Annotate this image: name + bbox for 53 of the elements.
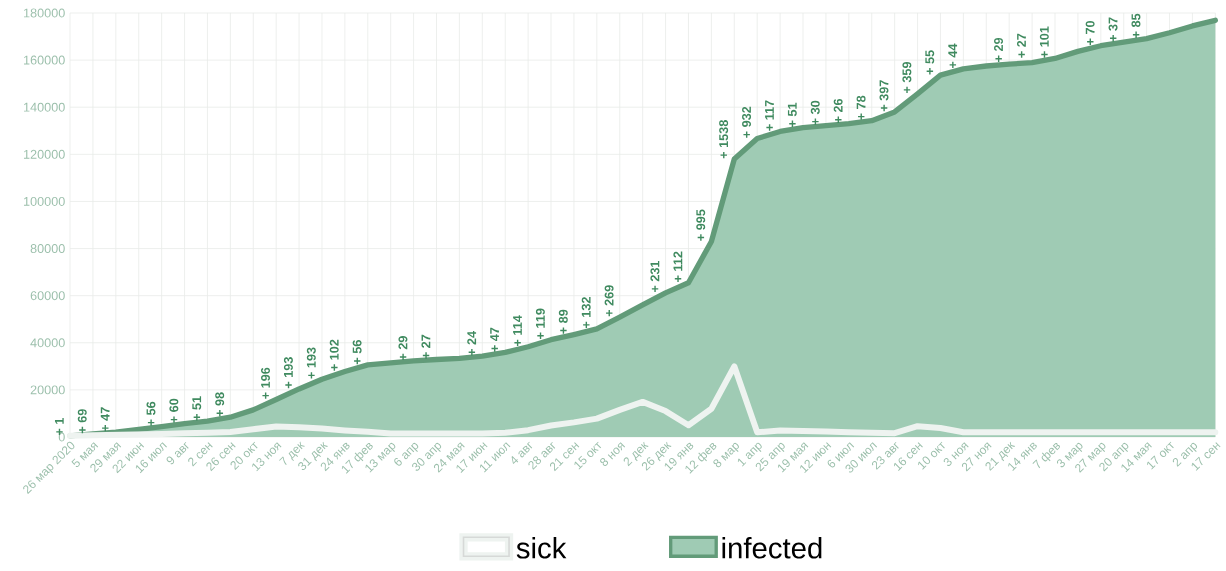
annotation: + 231 (650, 260, 660, 293)
annotation: + 44 (948, 43, 958, 69)
y-tick-label: 120000 (23, 149, 65, 159)
annotation: + 26 (833, 98, 843, 123)
annotation: + 37 (1108, 17, 1118, 42)
annotation: + 60 (169, 398, 179, 423)
y-tick-label: 20000 (30, 385, 65, 395)
annotation: + 78 (856, 95, 866, 120)
x-tick-label: 9 авг (166, 441, 189, 465)
legend-label: infected (722, 537, 822, 559)
annotation: + 359 (902, 61, 912, 93)
annotation: + 51 (787, 102, 797, 127)
annotation: + 85 (1131, 13, 1141, 38)
annotation: + 101 (1039, 26, 1049, 58)
annotation: + 69 (77, 409, 87, 434)
annotation: + 102 (329, 339, 339, 371)
annotation: + 51 (192, 396, 202, 421)
annotation: + 29 (398, 336, 408, 361)
y-tick-label: 160000 (23, 55, 65, 65)
legend-label: sick (516, 537, 567, 559)
y-tick-label: 100000 (23, 196, 65, 206)
y-tick-label: 60000 (30, 291, 65, 301)
annotation: + 397 (879, 80, 889, 112)
annotation: + 117 (765, 100, 774, 131)
annotation: + 269 (604, 285, 614, 317)
annotation: + 24 (467, 331, 477, 356)
x-tick-label: 8 ноя (600, 442, 626, 466)
annotation: + 932 (742, 106, 752, 138)
annotation: + 70 (1085, 21, 1095, 45)
annotation: + 112 (673, 251, 683, 282)
annotation: + 98 (215, 392, 225, 417)
annotation: + 56 (146, 401, 156, 426)
annotation: + 132 (581, 297, 591, 329)
y-tick-label: 40000 (30, 338, 65, 348)
annotation: + 30 (810, 100, 820, 125)
y-tick-label: 80000 (30, 244, 65, 254)
annotation: + 27 (421, 334, 431, 359)
annotation: + 89 (558, 309, 568, 334)
annotation: + 119 (535, 308, 545, 339)
annotation: + 47 (100, 407, 110, 432)
annotation: + 47 (490, 327, 499, 352)
y-tick-label: 180000 (23, 8, 65, 18)
annotation: + 55 (925, 50, 935, 75)
y-tick-label: 140000 (23, 102, 65, 112)
annotation: + 56 (352, 340, 362, 365)
annotation: + 114 (513, 315, 522, 346)
annotation: + 27 (1017, 33, 1026, 58)
annotation: + 29 (994, 37, 1003, 62)
annotation: + 995 (696, 209, 706, 241)
annotation: + 1538 (719, 120, 729, 159)
annotation: + 196 (261, 367, 270, 399)
annotation: + 193 (283, 357, 293, 389)
annotation: + 193 (306, 347, 316, 379)
